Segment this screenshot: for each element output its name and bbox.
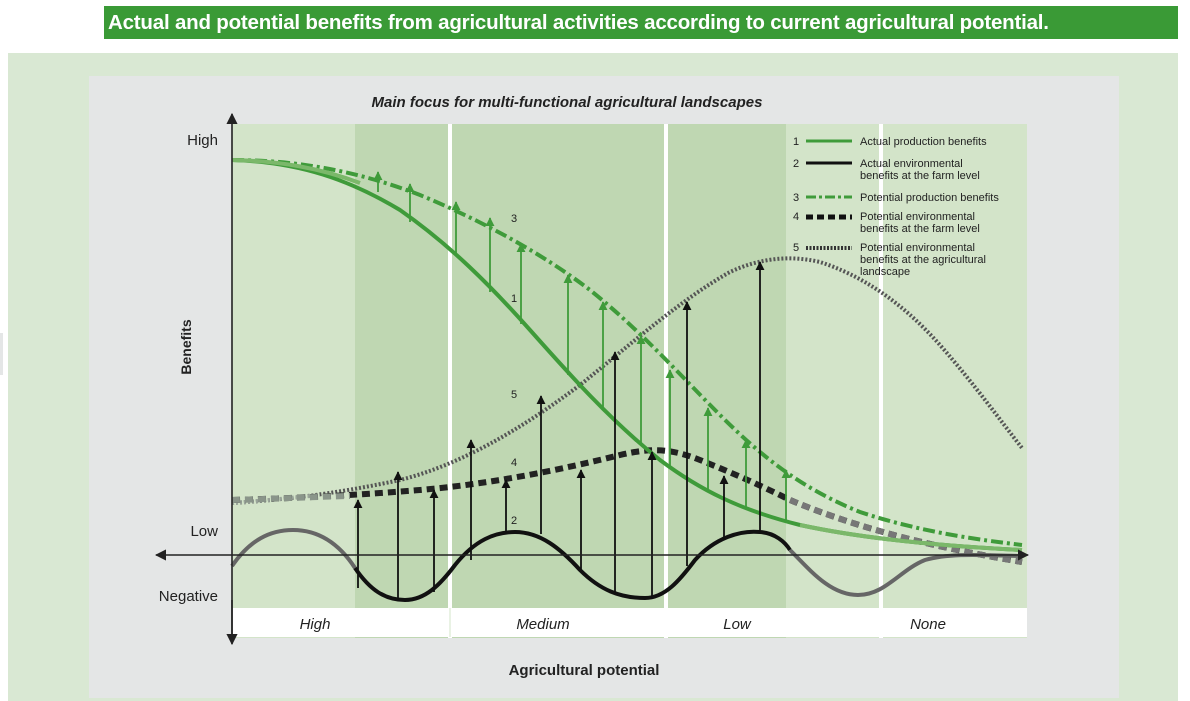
zone-label-band [232, 608, 1027, 637]
side-marker [0, 333, 3, 375]
legend-num-1: 1 [793, 136, 799, 148]
curve-label-1: 1 [511, 293, 517, 305]
legend-label-4-line2: benefits at the farm level [860, 223, 980, 235]
curve-potential-farm-left [231, 493, 351, 503]
curve-label-4: 4 [511, 457, 517, 469]
legend-label-2-line1: Actual environmental [860, 158, 963, 170]
legend-label-1: Actual production benefits [860, 136, 987, 148]
legend-num-5: 5 [793, 242, 799, 254]
y-tick-low: Low [190, 523, 218, 540]
y-tick-negative: Negative [159, 588, 218, 605]
curve-label-5: 5 [511, 389, 517, 401]
legend-label-2-line2: benefits at the farm level [860, 170, 980, 182]
y-axis-label: Benefits [178, 319, 194, 374]
zone-label-none: None [910, 616, 946, 633]
legend-label-5-line2: benefits at the agricultural [860, 254, 986, 266]
figure-header: Actual and potential benefits from agric… [104, 6, 1178, 39]
legend-label-2: Actual environmental benefits at the far… [860, 158, 980, 182]
legend-num-3: 3 [793, 192, 799, 204]
legend-label-5-line1: Potential environmental [860, 242, 975, 254]
zone-low-bg [668, 124, 786, 638]
curve-label-3: 3 [511, 213, 517, 225]
curve-potential-production-benefits [231, 158, 1023, 547]
curve-actual-environmental-benefits-main [353, 529, 792, 603]
x-axis-label: Agricultural potential [509, 662, 660, 679]
legend-label-3: Potential production benefits [860, 192, 999, 204]
legend-num-2: 2 [793, 158, 799, 170]
curve-actual-production-tail [799, 523, 1023, 552]
legend-label-5: Potential environmental benefits at the … [860, 242, 989, 278]
zone-label-medium: Medium [516, 616, 569, 633]
legend-label-4: Potential environmental benefits at the … [860, 211, 980, 235]
legend-num-4: 4 [793, 211, 799, 223]
curve-potential-farm-right [788, 497, 1023, 565]
curve-label-2: 2 [511, 515, 517, 527]
legend-label-5-line3: landscape [860, 266, 910, 278]
zone-label-high: High [300, 616, 331, 633]
chart-subtitle: Main focus for multi-functional agricult… [372, 94, 763, 111]
legend: 1 Actual production benefits 2 Actual en… [793, 136, 999, 278]
curve-potential-landscape-left [231, 493, 321, 505]
y-tick-high: High [187, 132, 218, 149]
zone-medium-bg [452, 124, 664, 638]
legend-label-4-line1: Potential environmental [860, 211, 975, 223]
zone-label-low: Low [723, 616, 752, 633]
zone-high-light-bg [232, 124, 355, 638]
curve-actual-production-faded [231, 158, 361, 185]
production-gap-arrows [373, 171, 791, 521]
